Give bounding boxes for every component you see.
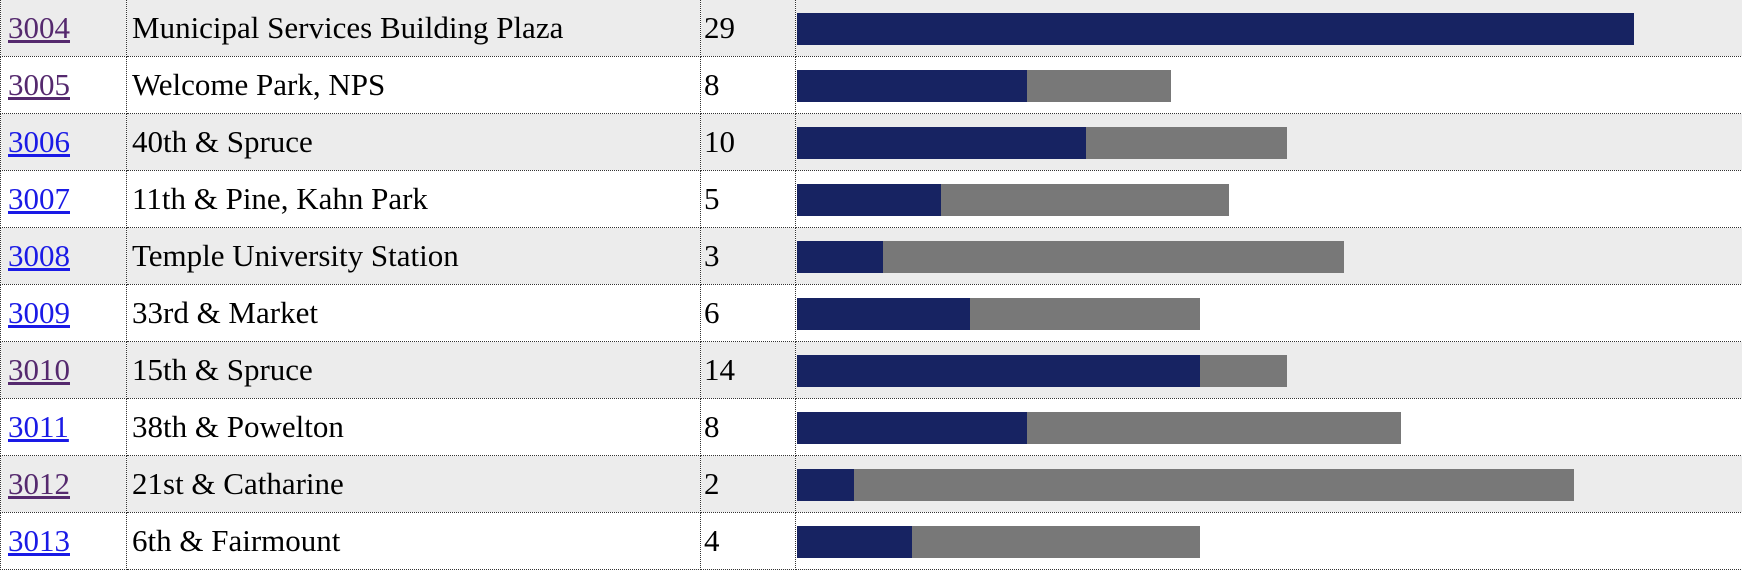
capacity-bar-fill <box>797 469 1574 501</box>
station-id-cell: 3012 <box>0 455 127 513</box>
table-row: 3011 38th & Powelton 8 <box>0 398 1742 456</box>
availability-bar-cell <box>795 398 1742 456</box>
available-bar-fill <box>797 127 1086 159</box>
available-bar-fill <box>797 526 912 558</box>
bike-count-cell: 5 <box>700 170 796 228</box>
station-name-cell: 11th & Pine, Kahn Park <box>126 170 701 228</box>
bike-count-cell: 10 <box>700 113 796 171</box>
table-row: 3004 Municipal Services Building Plaza 29 <box>0 0 1742 57</box>
availability-bar <box>797 184 1737 216</box>
station-id-link[interactable]: 3008 <box>8 238 70 273</box>
availability-bar-cell <box>795 512 1742 570</box>
availability-bar-cell <box>795 0 1742 57</box>
station-name-cell: 40th & Spruce <box>126 113 701 171</box>
availability-bar-cell <box>795 227 1742 285</box>
availability-bar <box>797 13 1737 45</box>
availability-bar-cell <box>795 170 1742 228</box>
station-id-link[interactable]: 3012 <box>8 466 70 501</box>
availability-bar <box>797 526 1737 558</box>
availability-bar <box>797 70 1737 102</box>
bike-count-cell: 3 <box>700 227 796 285</box>
table-row: 3008 Temple University Station 3 <box>0 227 1742 285</box>
station-name-cell: 15th & Spruce <box>126 341 701 399</box>
available-bar-fill <box>797 412 1027 444</box>
station-name-cell: 33rd & Market <box>126 284 701 342</box>
station-id-link[interactable]: 3005 <box>8 67 70 102</box>
station-id-cell: 3006 <box>0 113 127 171</box>
station-name-cell: Municipal Services Building Plaza <box>126 0 701 57</box>
station-id-link[interactable]: 3004 <box>8 10 70 45</box>
station-id-link[interactable]: 3009 <box>8 295 70 330</box>
bike-count-cell: 4 <box>700 512 796 570</box>
station-id-cell: 3011 <box>0 398 127 456</box>
bike-count-cell: 6 <box>700 284 796 342</box>
available-bar-fill <box>797 184 941 216</box>
table-row: 3005 Welcome Park, NPS 8 <box>0 56 1742 114</box>
availability-bar-cell <box>795 284 1742 342</box>
station-id-link[interactable]: 3010 <box>8 352 70 387</box>
station-id-cell: 3009 <box>0 284 127 342</box>
bike-count-cell: 2 <box>700 455 796 513</box>
station-id-cell: 3010 <box>0 341 127 399</box>
table-row: 3007 11th & Pine, Kahn Park 5 <box>0 170 1742 228</box>
table-row: 3010 15th & Spruce 14 <box>0 341 1742 399</box>
bike-count-cell: 29 <box>700 0 796 57</box>
available-bar-fill <box>797 241 883 273</box>
availability-bar <box>797 355 1737 387</box>
availability-bar-cell <box>795 455 1742 513</box>
station-id-link[interactable]: 3006 <box>8 124 70 159</box>
station-id-cell: 3004 <box>0 0 127 57</box>
availability-bar-cell <box>795 113 1742 171</box>
table-row: 3012 21st & Catharine 2 <box>0 455 1742 513</box>
station-name-cell: Temple University Station <box>126 227 701 285</box>
station-name-cell: 38th & Powelton <box>126 398 701 456</box>
availability-bar-cell <box>795 56 1742 114</box>
availability-bar-cell <box>795 341 1742 399</box>
station-id-link[interactable]: 3013 <box>8 523 70 558</box>
station-id-link[interactable]: 3007 <box>8 181 70 216</box>
table-row: 3013 6th & Fairmount 4 <box>0 512 1742 570</box>
station-name-cell: Welcome Park, NPS <box>126 56 701 114</box>
station-id-cell: 3013 <box>0 512 127 570</box>
capacity-bar-fill <box>797 241 1344 273</box>
available-bar-fill <box>797 13 1634 45</box>
station-id-cell: 3007 <box>0 170 127 228</box>
available-bar-fill <box>797 70 1027 102</box>
bike-count-cell: 8 <box>700 398 796 456</box>
availability-bar <box>797 412 1737 444</box>
station-id-link[interactable]: 3011 <box>8 409 69 444</box>
availability-bar <box>797 241 1737 273</box>
station-name-cell: 6th & Fairmount <box>126 512 701 570</box>
bike-count-cell: 8 <box>700 56 796 114</box>
availability-bar <box>797 127 1737 159</box>
availability-bar <box>797 298 1737 330</box>
station-id-cell: 3005 <box>0 56 127 114</box>
station-name-cell: 21st & Catharine <box>126 455 701 513</box>
table-row: 3006 40th & Spruce 10 <box>0 113 1742 171</box>
available-bar-fill <box>797 355 1200 387</box>
table-row: 3009 33rd & Market 6 <box>0 284 1742 342</box>
available-bar-fill <box>797 298 970 330</box>
station-id-cell: 3008 <box>0 227 127 285</box>
bike-count-cell: 14 <box>700 341 796 399</box>
availability-bar <box>797 469 1737 501</box>
available-bar-fill <box>797 469 854 501</box>
